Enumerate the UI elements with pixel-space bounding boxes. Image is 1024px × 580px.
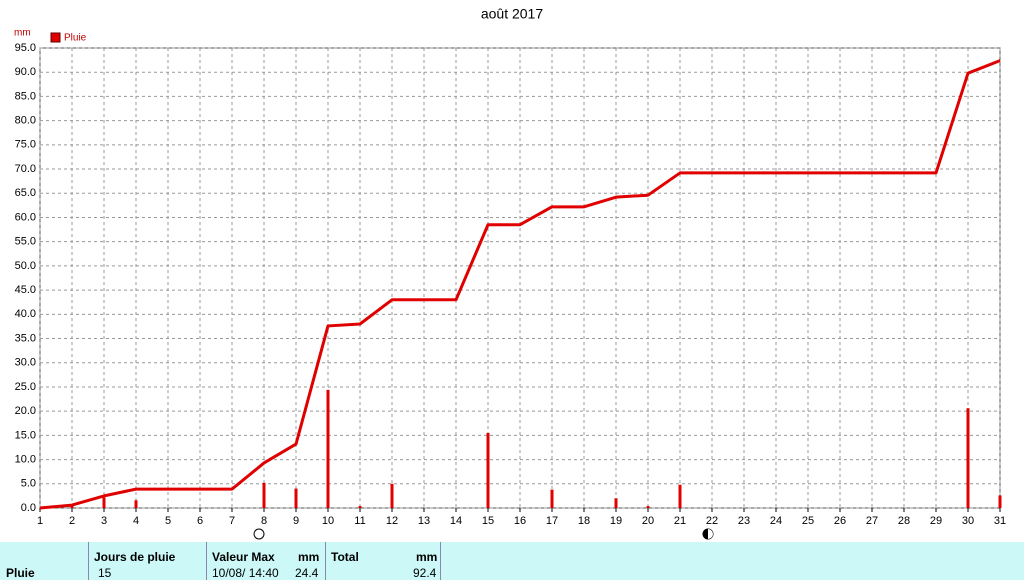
- y-tick-label: 45.0: [15, 284, 36, 296]
- bar: [134, 500, 138, 508]
- legend-label: Pluie: [64, 33, 87, 44]
- y-tick-label: 40.0: [15, 308, 36, 320]
- x-tick-label: 3: [101, 515, 107, 527]
- x-tick-label: 30: [962, 515, 974, 527]
- y-tick-label: 25.0: [15, 381, 36, 393]
- y-tick-label: 5.0: [21, 478, 36, 490]
- x-tick-label: 22: [706, 515, 718, 527]
- cell: 92.4: [413, 566, 437, 580]
- y-tick-label: 30.0: [15, 357, 36, 369]
- bar: [262, 482, 266, 508]
- x-tick-label: 12: [386, 515, 398, 527]
- cell: 15: [98, 566, 112, 580]
- x-tick-label: 15: [482, 515, 494, 527]
- x-tick-label: 5: [165, 515, 171, 527]
- y-tick-label: 0.0: [21, 502, 36, 514]
- x-tick-label: 1: [37, 515, 43, 527]
- x-tick-label: 13: [418, 515, 430, 527]
- x-tick-label: 9: [293, 515, 299, 527]
- bar: [102, 497, 106, 508]
- y-tick-label: 20.0: [15, 405, 36, 417]
- bar: [998, 495, 1002, 508]
- x-tick-label: 10: [322, 515, 334, 527]
- header: Total: [331, 550, 359, 564]
- cell: 10/08/ 14:40: [212, 566, 279, 580]
- y-tick-label: 10.0: [15, 453, 36, 465]
- bar: [486, 432, 490, 508]
- x-tick-label: 2: [69, 515, 75, 527]
- x-tick-label: 14: [450, 515, 462, 527]
- moon-icon: [708, 529, 713, 539]
- separator: [206, 542, 207, 580]
- line: [39, 59, 1001, 510]
- separator: [88, 542, 89, 580]
- y-tick-label: 85.0: [15, 90, 36, 102]
- bar: [326, 389, 330, 508]
- y-tick-label: 95.0: [15, 42, 36, 54]
- x-tick-label: 20: [642, 515, 654, 527]
- y-tick-label: 70.0: [15, 163, 36, 175]
- header: mm: [298, 550, 320, 564]
- chart: août 2017 mm Pluie 0.0 5.0 10.0 15.0 20.0 25.…: [14, 6, 1006, 540]
- bar: [678, 484, 682, 508]
- bar: [550, 489, 554, 508]
- row-label: Pluie: [6, 566, 35, 580]
- x-tick-label: 27: [866, 515, 878, 527]
- x-tick-label: 25: [802, 515, 814, 527]
- separator: [325, 542, 326, 580]
- x-tick-label: 7: [229, 515, 235, 527]
- legend-swatch: [50, 32, 61, 43]
- x-tick-label: 18: [578, 515, 590, 527]
- chart-title: août 2017: [481, 6, 543, 22]
- header: mm: [416, 550, 438, 564]
- x-tick-label: 24: [770, 515, 782, 527]
- y-tick-label: 15.0: [15, 429, 36, 441]
- x-tick-label: 16: [514, 515, 526, 527]
- x-tick-label: 19: [610, 515, 622, 527]
- y-unit: mm: [14, 28, 31, 39]
- bar: [390, 483, 394, 508]
- x-tick-label: 6: [197, 515, 203, 527]
- y-tick-label: 75.0: [15, 139, 36, 151]
- summary-table: Pluie Jours de pluie 15 Valeur Max mm 10…: [0, 542, 1024, 580]
- y-tick-label: 65.0: [15, 187, 36, 199]
- x-tick-label: 17: [546, 515, 558, 527]
- x-tick-label: 21: [674, 515, 686, 527]
- bar: [358, 506, 362, 508]
- header: Jours de pluie: [94, 550, 176, 564]
- x-tick-label: 11: [354, 515, 365, 527]
- y-tick-label: 90.0: [15, 66, 36, 78]
- y-tick-label: 35.0: [15, 332, 36, 344]
- moon-icon: [253, 528, 265, 540]
- cell: 24.4: [295, 566, 319, 580]
- x-tick-label: 26: [834, 515, 846, 527]
- bar: [614, 498, 618, 508]
- x-tick-label: 31: [994, 515, 1006, 527]
- bar: [646, 506, 650, 508]
- y-tick-label: 55.0: [15, 236, 36, 248]
- x-tick-label: 23: [738, 515, 750, 527]
- y-tick-label: 50.0: [15, 260, 36, 272]
- separator: [440, 542, 441, 580]
- x-tick-label: 28: [898, 515, 910, 527]
- y-tick-label: 80.0: [15, 115, 36, 127]
- header: Valeur Max: [212, 550, 275, 564]
- bar: [966, 408, 970, 508]
- x-tick-label: 8: [261, 515, 267, 527]
- x-tick-label: 29: [930, 515, 942, 527]
- bar: [294, 488, 298, 508]
- y-tick-label: 60.0: [15, 211, 36, 223]
- x-tick-label: 4: [133, 515, 139, 527]
